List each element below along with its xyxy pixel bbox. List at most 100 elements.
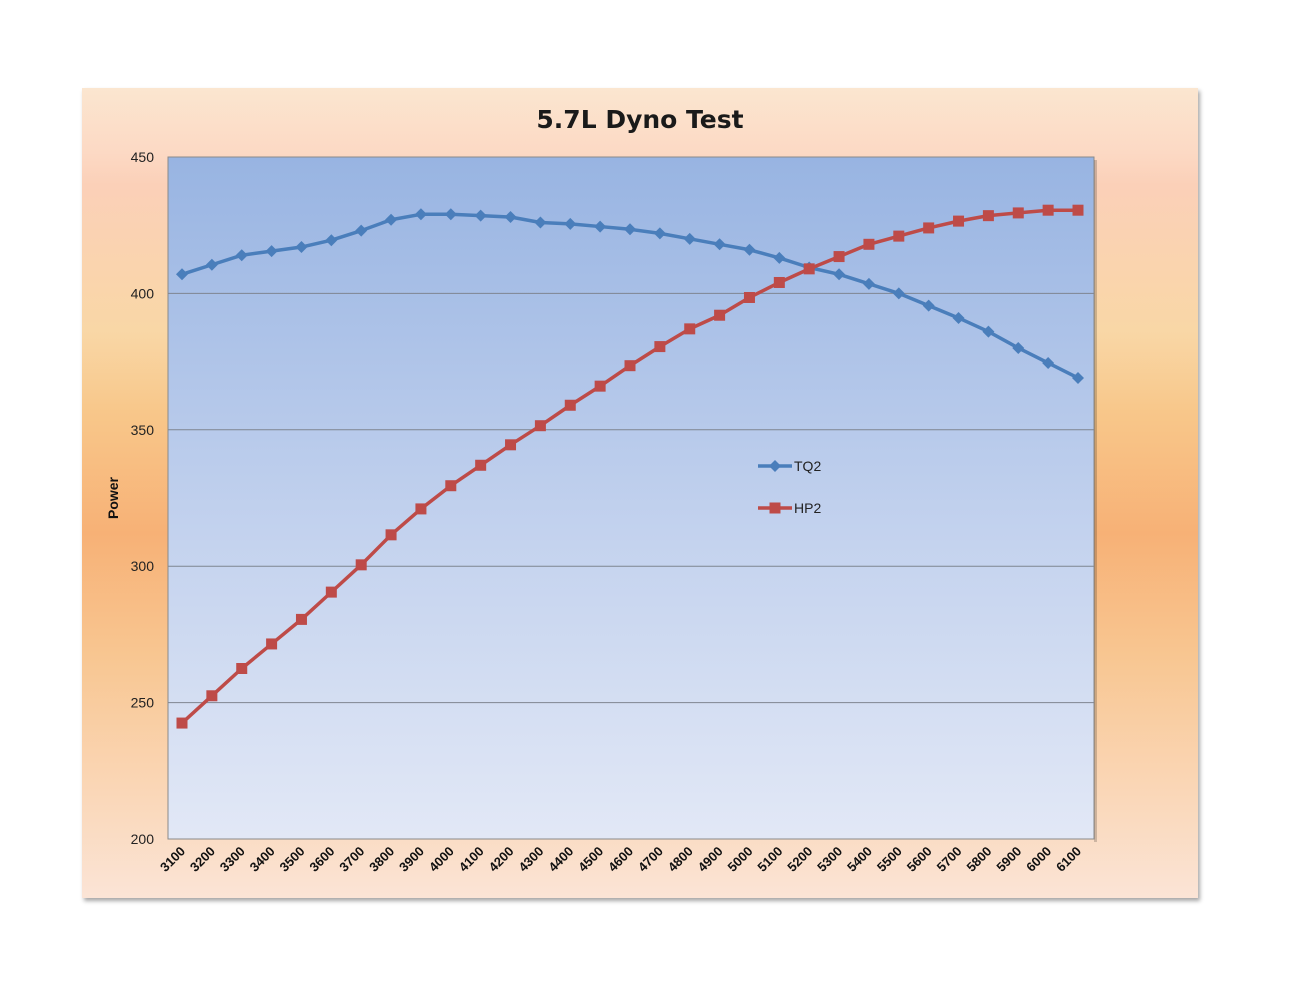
data-point [265,245,278,258]
data-point [445,480,457,492]
y-tick-label: 250 [131,695,155,711]
data-point [295,613,307,625]
data-point [1012,341,1025,354]
y-tick-label: 200 [131,831,155,847]
data-point [1072,204,1084,216]
data-point [474,209,487,222]
y-axis: 200 250 300 350 400 450 [131,149,155,847]
data-point [743,243,756,256]
data-point [325,586,337,598]
data-point [564,217,577,230]
data-point [684,323,696,335]
data-point [1012,207,1024,219]
x-tick-label: 5400 [844,844,875,875]
plot-area [167,156,1095,840]
legend-label: TQ2 [794,458,821,474]
y-tick-label: 300 [131,558,155,574]
data-point [982,325,995,338]
data-point [176,268,188,281]
legend-marker [769,460,781,472]
x-tick-label: 4200 [486,844,517,875]
x-tick-label: 3700 [336,844,367,875]
data-point [922,299,935,312]
x-tick-label: 4000 [426,844,457,875]
data-point [863,238,875,250]
data-point [773,251,786,264]
x-tick-label: 5000 [725,844,756,875]
data-point [475,459,487,471]
x-tick-label: 4100 [456,844,487,875]
data-point [714,309,726,321]
data-point [833,268,846,281]
x-tick-label: 3400 [247,844,278,875]
data-point [1042,204,1054,216]
data-point [534,216,547,229]
data-point [624,360,636,372]
x-tick-label: 4600 [605,844,636,875]
x-tick-label: 4400 [545,844,576,875]
data-point [713,238,726,251]
data-point [504,211,517,224]
x-tick-label: 5500 [874,844,905,875]
x-tick-label: 4900 [695,844,726,875]
x-tick-label: 4700 [635,844,666,875]
series-group [176,204,1084,729]
data-point [743,291,755,303]
data-point [833,251,845,263]
series-hp2 [176,204,1084,729]
data-point [235,249,248,262]
x-tick-label: 5700 [934,844,965,875]
x-tick-label: 3900 [396,844,427,875]
x-tick-label: 5200 [784,844,815,875]
gridlines [168,292,1094,704]
x-tick-label: 3100 [157,844,188,875]
data-point [1072,371,1084,384]
data-point [683,232,696,245]
x-tick-label: 3300 [217,844,248,875]
y-tick-label: 350 [131,422,155,438]
data-point [176,717,188,729]
x-tick-label: 4300 [515,844,546,875]
data-point [444,208,457,221]
x-tick-label: 3500 [277,844,308,875]
data-point [385,529,397,541]
legend-label: HP2 [794,500,821,516]
data-point [415,503,427,515]
data-point [594,380,606,392]
data-point [893,230,905,242]
data-point [952,311,965,324]
legend-marker [769,502,781,514]
x-tick-label: 5100 [754,844,785,875]
series-tq2 [176,208,1084,384]
x-tick-label: 5900 [993,844,1024,875]
data-point [1042,356,1055,369]
data-point [892,287,905,300]
data-point [325,234,338,247]
x-tick-label: 4500 [575,844,606,875]
data-point [773,276,785,288]
y-axis-label: Power [105,476,121,519]
data-point [295,241,308,254]
data-point [355,224,368,237]
data-point [205,258,218,271]
y-tick-label: 450 [131,149,155,165]
legend-item-tq2: TQ2 [758,458,821,474]
data-point [624,223,636,236]
x-tick-label: 6100 [1053,844,1084,875]
data-point [923,222,935,234]
x-tick-label: 6000 [1023,844,1054,875]
legend-item-hp2: HP2 [758,500,821,516]
data-point [564,399,576,411]
x-axis: 3100320033003400350036003700380039004000… [157,844,1084,875]
data-point [236,663,248,674]
data-point [803,263,815,275]
data-point [862,277,875,290]
data-point [953,215,965,227]
x-tick-label: 4800 [665,844,696,875]
data-point [594,220,607,233]
y-tick-label: 400 [131,285,155,301]
chart-title: 5.7L Dyno Test [536,105,743,134]
x-tick-label: 3600 [306,844,337,875]
x-tick-label: 5300 [814,844,845,875]
